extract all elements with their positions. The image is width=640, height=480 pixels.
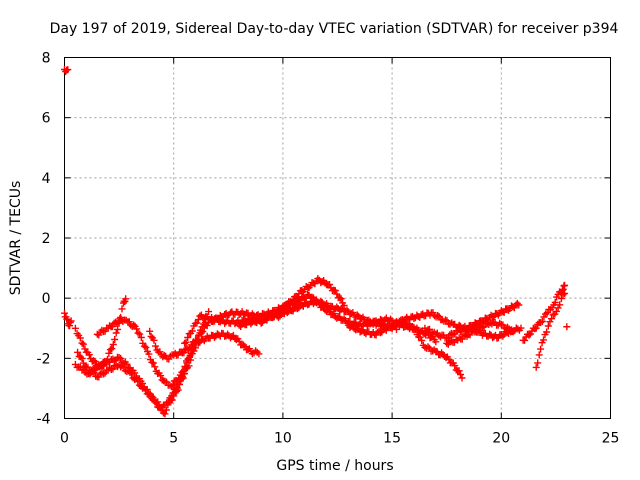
series-outlier-end [563, 323, 571, 331]
y-tick-label: 6 [42, 111, 51, 127]
series-marks [519, 281, 569, 344]
x-axis-label: GPS time / hours [276, 458, 393, 474]
grid [64, 57, 611, 419]
series-marks [61, 309, 75, 330]
series-marks [74, 344, 199, 412]
data-points [61, 66, 571, 418]
series-track-d [74, 344, 199, 412]
series-marks [192, 275, 348, 344]
y-tick-label: 2 [42, 231, 51, 247]
series-track-o [519, 281, 569, 344]
chart-title: Day 197 of 2019, Sidereal Day-to-day VTE… [50, 21, 619, 37]
series-track-p [532, 290, 569, 371]
y-tick-labels: -4 -2 0 2 4 6 8 [37, 51, 51, 428]
series-marks [563, 323, 571, 331]
series-track-n [443, 318, 516, 348]
series-outlier-start [61, 66, 72, 76]
series-marks [146, 327, 263, 363]
x-tick-label: 25 [602, 431, 620, 447]
x-tick-label: 10 [274, 431, 292, 447]
series-track-a [61, 309, 75, 330]
y-tick-label: 8 [42, 51, 51, 67]
y-tick-label: 4 [42, 171, 51, 187]
series-track-f [146, 327, 263, 363]
y-axis-label: SDTVAR / TECUs [8, 181, 24, 296]
x-tick-label: 20 [492, 431, 510, 447]
y-tick-label: -4 [37, 412, 51, 428]
series-track-h [192, 275, 348, 344]
x-tick-labels: 0 5 10 15 20 25 [60, 431, 619, 447]
series-marks [532, 290, 569, 371]
series-marks [61, 66, 72, 76]
x-tick-label: 0 [60, 431, 69, 447]
series-marks [443, 318, 516, 348]
x-tick-label: 15 [383, 431, 401, 447]
y-tick-label: -2 [37, 351, 51, 367]
y-tick-label: 0 [42, 291, 51, 307]
x-tick-label: 5 [169, 431, 178, 447]
axis-ticks [64, 57, 611, 419]
